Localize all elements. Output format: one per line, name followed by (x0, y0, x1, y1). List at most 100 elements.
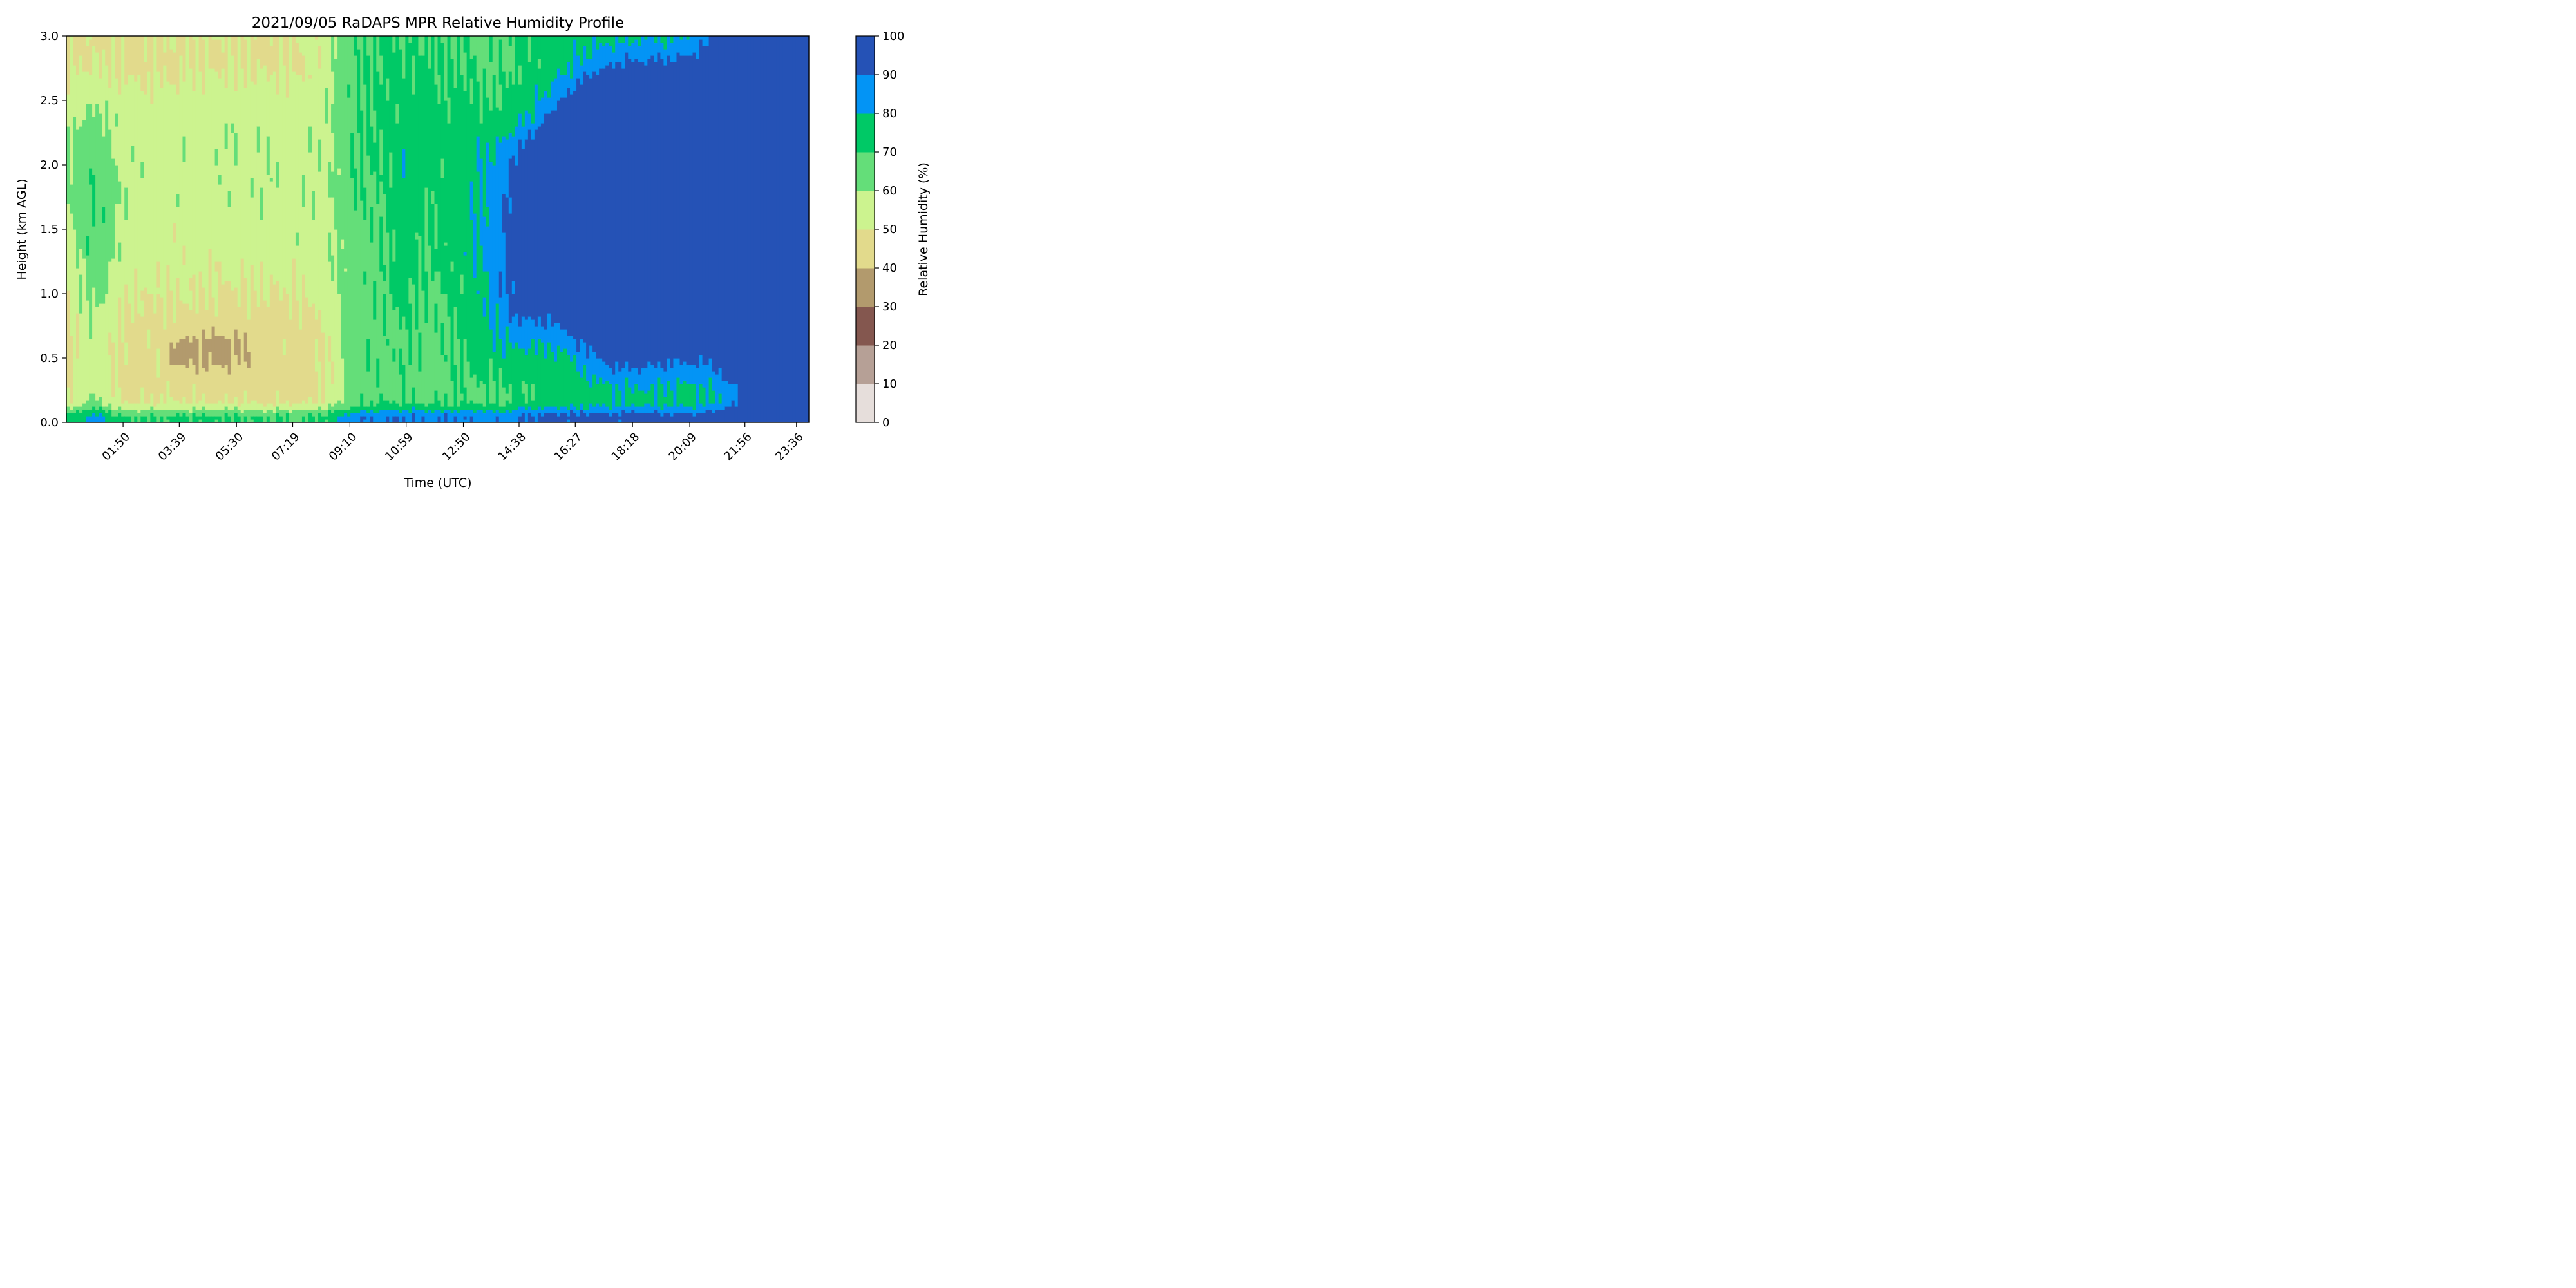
contour-cell (285, 294, 290, 401)
contour-cell (156, 377, 160, 404)
contour-cell (531, 319, 535, 339)
contour-cell (131, 323, 135, 404)
contour-cell (243, 88, 248, 278)
contour-cell (263, 65, 267, 301)
contour-cell (276, 94, 280, 162)
contour-cell (724, 381, 729, 407)
contour-cell (144, 287, 147, 404)
contour-cell (92, 46, 96, 117)
contour-cell (592, 374, 596, 407)
contour-cell (580, 36, 583, 66)
contour-cell (479, 123, 484, 159)
contour-cell (686, 55, 690, 365)
contour-cell (363, 416, 367, 420)
contour-cell (328, 232, 332, 262)
contour-cell (618, 390, 622, 407)
contour-cell (373, 319, 377, 407)
contour-cell (237, 416, 242, 422)
contour-cell (205, 310, 209, 339)
x-tick-label: 01:50 (100, 430, 133, 464)
contour-cell (166, 381, 171, 410)
contour-cell (405, 36, 409, 330)
contour-cell (553, 323, 558, 362)
contour-cell (424, 271, 429, 323)
contour-cell (537, 36, 542, 59)
contour-cell (269, 36, 274, 46)
contour-cell (679, 365, 684, 384)
contour-cell (105, 100, 109, 294)
contour-cell (79, 249, 83, 275)
contour-cell (647, 361, 651, 391)
contour-cell (150, 393, 154, 407)
contour-cell (469, 220, 474, 378)
contour-cell (102, 207, 106, 223)
contour-cell (189, 310, 193, 343)
contour-cell (105, 65, 109, 101)
contour-cell (256, 36, 261, 59)
contour-cell (518, 416, 522, 422)
contour-cell (282, 65, 287, 288)
contour-cell (111, 158, 115, 259)
contour-cell (128, 410, 131, 417)
contour-cell (185, 410, 190, 417)
contour-cell (92, 36, 96, 46)
contour-cell (567, 355, 571, 410)
contour-cell (185, 36, 190, 304)
contour-cell (124, 84, 128, 188)
contour-cell (486, 207, 490, 227)
contour-cell (298, 52, 303, 75)
contour-cell (253, 410, 258, 417)
contour-cell (583, 71, 587, 343)
contour-cell (686, 36, 690, 40)
rh-contour-chart: 2021/09/05 RaDAPS MPR Relative Humidity … (15, 15, 931, 490)
contour-cell (147, 294, 151, 330)
contour-cell (463, 52, 468, 91)
contour-cell (205, 36, 209, 310)
contour-cell (615, 413, 619, 422)
contour-cell (66, 413, 70, 422)
contour-cell (276, 406, 280, 413)
contour-cell (185, 403, 190, 410)
contour-cell (150, 406, 154, 413)
contour-cell (118, 36, 122, 95)
contour-cell (195, 410, 200, 417)
contour-cell (227, 374, 232, 404)
contour-cell (712, 371, 716, 391)
contour-cell (586, 381, 590, 410)
contour-cell (615, 36, 619, 62)
contour-cell (537, 413, 542, 422)
contour-cell (567, 416, 571, 420)
contour-cell (73, 65, 77, 117)
contour-cell (609, 46, 612, 62)
contour-cell (450, 271, 455, 381)
contour-cell (570, 78, 574, 95)
contour-cell (564, 413, 567, 422)
contour-cell (708, 358, 713, 378)
contour-cell (527, 36, 532, 62)
contour-cell (269, 403, 274, 410)
contour-cell (179, 410, 184, 417)
contour-cell (502, 194, 506, 233)
contour-cell (518, 65, 522, 85)
contour-cell (373, 406, 377, 413)
contour-cell (227, 339, 232, 375)
contour-cell (412, 413, 416, 422)
contour-cell (469, 181, 474, 220)
contour-cell (386, 400, 390, 410)
contour-cell (573, 355, 577, 407)
contour-cell (463, 419, 468, 422)
contour-cell (476, 171, 480, 291)
contour-cell (505, 410, 509, 422)
contour-cell (105, 406, 109, 413)
contour-cell (421, 55, 426, 291)
contour-cell (214, 403, 219, 410)
contour-cell (428, 245, 432, 404)
contour-cell (641, 406, 645, 413)
contour-cell (295, 75, 299, 233)
contour-cell (89, 75, 93, 104)
contour-cell (121, 342, 125, 404)
contour-cell (92, 393, 96, 407)
contour-cell (524, 384, 529, 404)
contour-cell (692, 365, 697, 384)
contour-cell (311, 410, 316, 417)
